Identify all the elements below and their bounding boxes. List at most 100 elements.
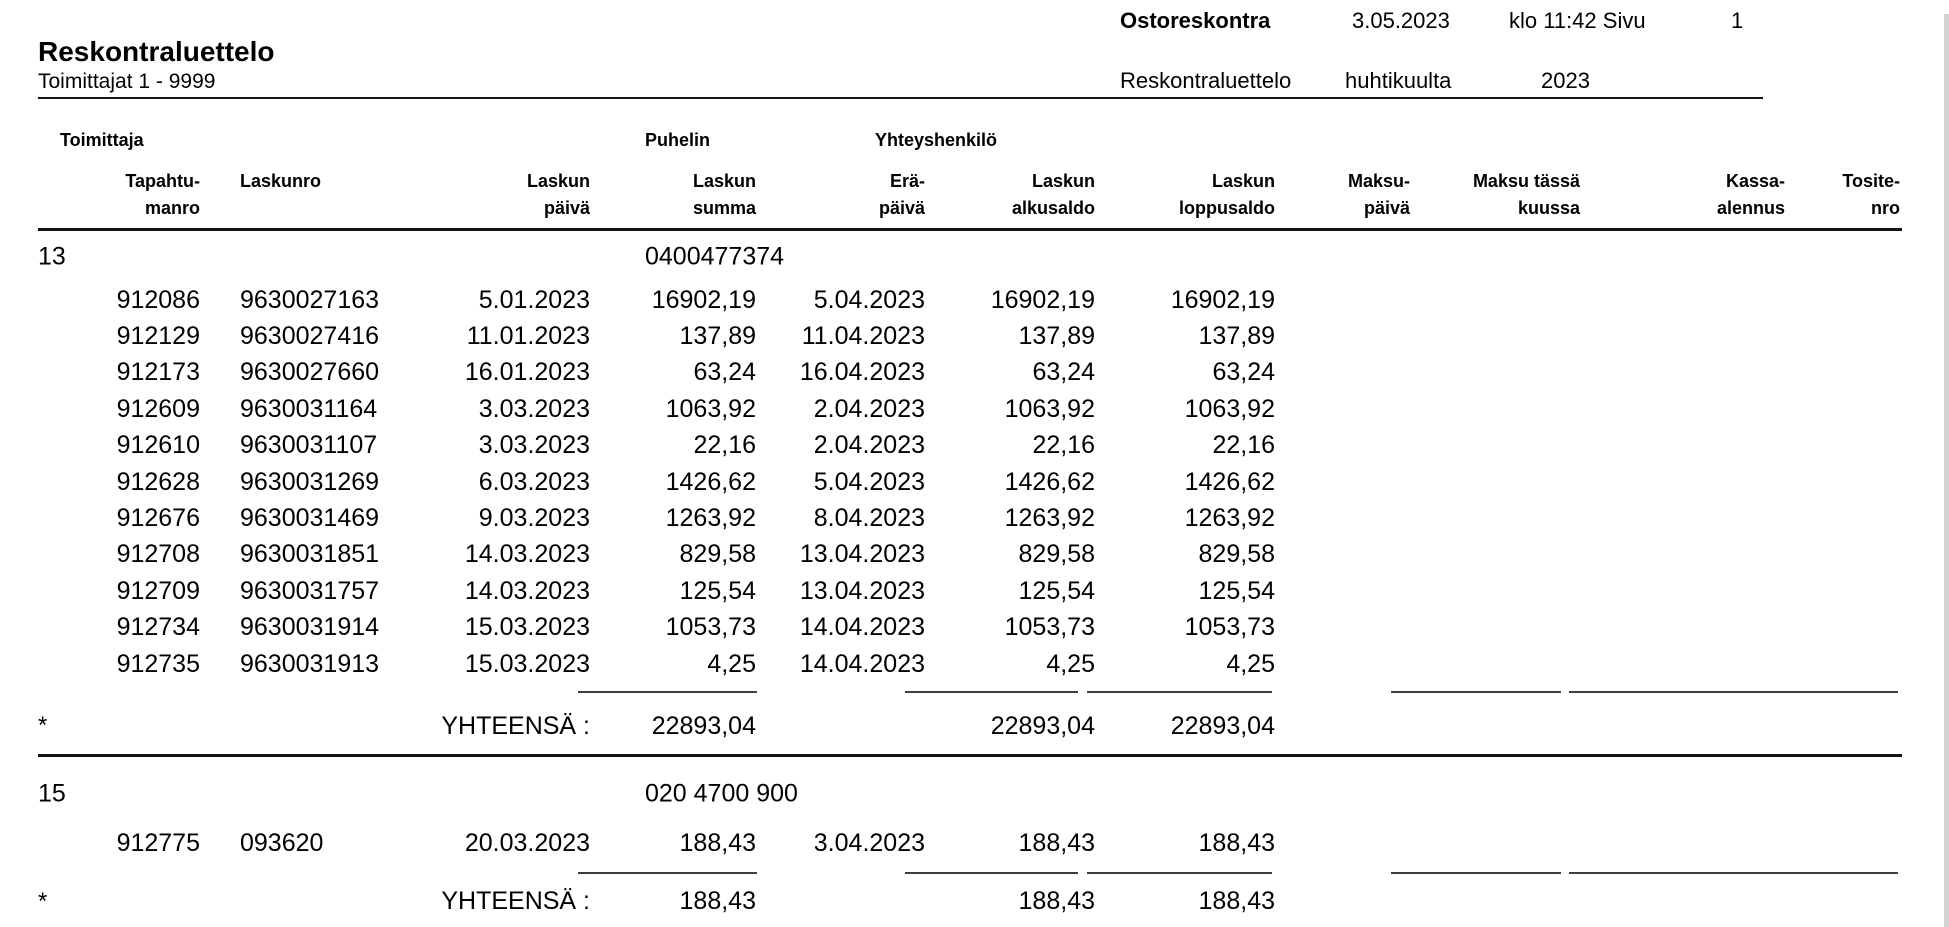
supplier-number: 15	[38, 779, 66, 808]
cell-laskunro: 9630027416	[240, 322, 380, 351]
cell-laskun-loppusaldo: 1053,73	[1184, 613, 1275, 642]
group-header-yhteyshenkilo: Yhteyshenkilö	[875, 130, 998, 150]
cell-tapahtumanro: 912628	[116, 467, 200, 496]
report-name: Reskontraluettelo	[1120, 68, 1292, 93]
invoice-row: 912628 9630031269 6.03.2023 1426,62 5.04.202…	[0, 464, 1902, 500]
cell-laskun-alkusaldo: 1063,92	[1004, 394, 1095, 423]
invoice-row: 912735 9630031913 15.03.2023 4,25 14.04.2023…	[0, 646, 1902, 682]
column-total-underline	[578, 871, 757, 874]
cell-laskun-paiva: 14.03.2023	[464, 576, 590, 605]
cell-laskun-paiva: 14.03.2023	[464, 540, 590, 569]
column-total-underline	[1391, 871, 1561, 874]
total-laskun-loppusaldo: 22893,04	[1170, 711, 1275, 740]
column-header-line1: Maksu-	[1347, 171, 1410, 191]
column-header-line2: alennus	[1716, 198, 1785, 218]
cell-laskun-paiva: 15.03.2023	[464, 613, 590, 642]
report-subtitle: Toimittajat 1 - 9999	[38, 70, 216, 93]
column-header-line2: kuussa	[1517, 198, 1580, 218]
invoice-row: 912708 9630031851 14.03.2023 829,58 13.04.20…	[0, 537, 1902, 573]
cell-laskunro: 9630031107	[240, 431, 378, 460]
cell-tapahtumanro: 912734	[116, 613, 200, 642]
total-underline-strip	[0, 682, 1949, 712]
cell-laskun-paiva: 5.01.2023	[478, 285, 590, 314]
cell-laskunro: 9630031914	[240, 613, 380, 642]
cell-era-paiva: 5.04.2023	[813, 467, 925, 496]
supplier-phone: 020 4700 900	[645, 779, 798, 808]
cell-era-paiva: 2.04.2023	[813, 431, 925, 460]
supplier-section: 15 020 4700 900 912775 093620 20.03.2023 188,…	[0, 769, 1949, 915]
cell-laskun-alkusaldo: 1426,62	[1004, 467, 1095, 496]
invoice-rows: 912775 093620 20.03.2023 188,43 3.04.2023 188…	[0, 825, 1949, 861]
column-total-underline	[905, 691, 1078, 694]
group-header-puhelin: Puhelin	[645, 130, 711, 150]
cell-laskun-alkusaldo: 63,24	[1032, 358, 1095, 387]
column-header-line2: päivä	[543, 198, 590, 218]
total-underline-strip	[0, 862, 1949, 888]
cell-tapahtumanro: 912129	[116, 322, 200, 351]
cell-era-paiva: 11.04.2023	[801, 322, 925, 351]
cell-laskun-alkusaldo: 4,25	[1046, 649, 1095, 678]
cell-tapahtumanro: 912173	[116, 358, 200, 387]
total-laskun-alkusaldo: 22893,04	[990, 711, 1095, 740]
cell-laskun-alkusaldo: 137,89	[1018, 322, 1095, 351]
cell-laskun-paiva: 15.03.2023	[464, 649, 590, 678]
cell-laskun-paiva: 16.01.2023	[464, 358, 590, 387]
total-laskun-summa: 22893,04	[651, 711, 756, 740]
column-header-laskun-alkusaldo: Laskun alkusaldo	[925, 168, 1095, 222]
cell-tapahtumanro: 912086	[116, 285, 200, 314]
cell-era-paiva: 8.04.2023	[813, 504, 925, 533]
cell-tapahtumanro: 912735	[116, 649, 200, 678]
print-time-page-label: klo 11:42 Sivu	[1509, 8, 1646, 33]
cell-era-paiva: 2.04.2023	[813, 394, 925, 423]
cell-tapahtumanro: 912709	[116, 576, 200, 605]
column-header-maksu-tassa-kuussa: Maksu tässä kuussa	[1410, 168, 1580, 222]
invoice-row: 912709 9630031757 14.03.2023 125,54 13.04.20…	[0, 573, 1902, 609]
cell-laskun-summa: 16902,19	[651, 285, 756, 314]
column-header-line2: nro	[1871, 198, 1900, 218]
column-header-era-paiva: Erä-päivä	[756, 168, 925, 222]
column-total-underline	[1391, 691, 1561, 694]
cell-era-paiva: 14.04.2023	[799, 649, 925, 678]
invoice-row: 912676 9630031469 9.03.2023 1263,92 8.04.202…	[0, 500, 1902, 536]
column-header-line1: Erä-	[889, 171, 925, 191]
cell-laskun-loppusaldo: 1263,92	[1184, 504, 1275, 533]
column-header-line1: Laskun	[1031, 171, 1095, 191]
column-total-underline	[578, 691, 757, 694]
cell-era-paiva: 13.04.2023	[799, 576, 925, 605]
app-title: Ostoreskontra	[1120, 8, 1271, 33]
total-label: YHTEENSÄ :	[441, 711, 590, 740]
cell-laskun-summa: 188,43	[679, 828, 756, 857]
period-year: 2023	[1541, 68, 1590, 93]
cell-laskun-loppusaldo: 1063,92	[1184, 394, 1275, 423]
supplier-header-row: 15 020 4700 900	[0, 769, 1949, 819]
supplier-phone: 0400477374	[645, 242, 785, 270]
invoice-row: 912775 093620 20.03.2023 188,43 3.04.2023 188…	[0, 825, 1902, 861]
cell-era-paiva: 3.04.2023	[813, 828, 925, 857]
vertical-scrollbar[interactable]	[1944, 14, 1949, 927]
total-laskun-alkusaldo: 188,43	[1018, 887, 1095, 916]
column-header-laskun-summa: Laskun summa	[590, 168, 756, 222]
column-total-underline	[1087, 871, 1272, 874]
invoice-row: 912173 9630027660 16.01.2023 63,24 16.04.202…	[0, 355, 1902, 391]
cell-laskun-alkusaldo: 16902,19	[990, 285, 1095, 314]
column-header-row: Tapahtu-manro Laskunro Laskun päivä Laskun su…	[0, 168, 1902, 222]
total-marker: *	[38, 887, 48, 915]
column-header-line1: Laskun	[526, 171, 590, 191]
cell-laskun-paiva: 9.03.2023	[478, 504, 590, 533]
cell-laskun-loppusaldo: 63,24	[1212, 358, 1275, 387]
cell-tapahtumanro: 912708	[116, 540, 200, 569]
cell-laskunro: 9630031851	[240, 540, 380, 569]
column-header-line1: Laskun	[692, 171, 756, 191]
cell-laskun-paiva: 11.01.2023	[466, 322, 590, 351]
cell-laskun-alkusaldo: 829,58	[1018, 540, 1095, 569]
total-marker: *	[38, 712, 48, 740]
cell-laskunro: 9630031164	[240, 394, 378, 423]
cell-laskunro: 9630031757	[240, 576, 380, 605]
supplier-header-row: 13 0400477374	[0, 231, 1949, 282]
cell-laskunro: 9630027660	[240, 358, 380, 387]
column-header-maksu-paiva: Maksu-päivä	[1275, 168, 1410, 222]
column-header-line1: Laskun	[1211, 171, 1275, 191]
cell-laskun-alkusaldo: 125,54	[1018, 576, 1095, 605]
cell-tapahtumanro: 912610	[116, 431, 200, 460]
column-header-line1: Laskunro	[240, 171, 322, 191]
